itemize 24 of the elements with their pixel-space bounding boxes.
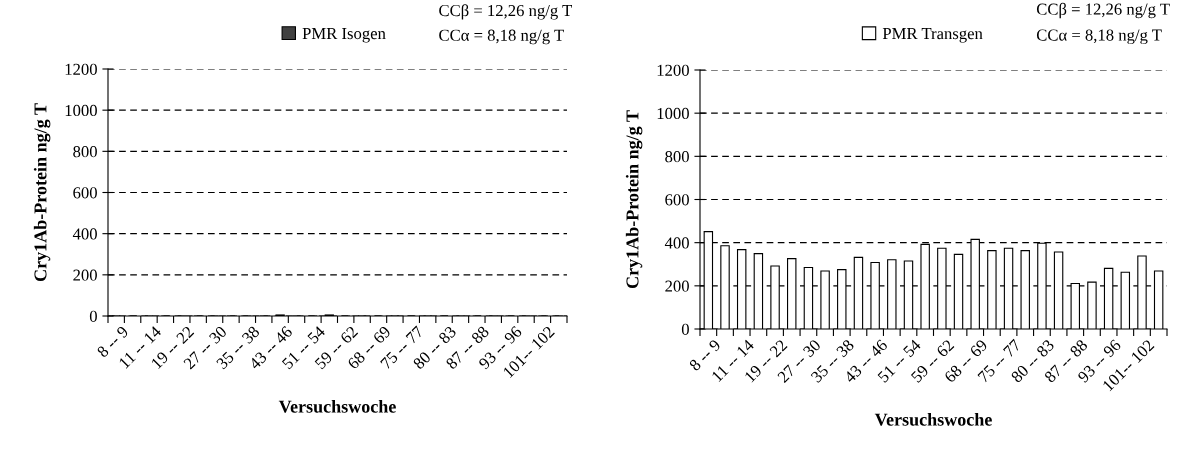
x-axis-title: Versuchswoche [278,400,396,413]
y-tick-label: 1000 [65,104,97,117]
y-tick-label: 200 [73,269,97,281]
text: CCα = 8,18 ng/g T [439,29,564,45]
y-tick-label: 400 [72,228,97,240]
legend-label: PMR Isogen [302,28,386,43]
y-tick-label: 800 [665,151,689,163]
text: CCα = 8,18 ng/g T [1036,29,1162,45]
y-tick-label: 600 [73,187,97,199]
y-axis-title: Cry1Ab-Protein ng/g T [625,110,643,289]
text: CCβ = 12,26 ng/g T [1036,2,1170,19]
y-tick-label: 200 [665,280,689,292]
y-tick-label: 1200 [65,63,97,75]
x-axis-title: Versuchswoche [874,413,992,426]
y-axis-title: Cry1Ab-Protein ng/g T [33,103,51,282]
y-tick-label: 1200 [657,64,689,76]
y-tick-label: 1000 [657,107,689,120]
text: CCβ = 12,26 ng/g T [439,4,572,20]
legend-label: PMR Transgen [882,28,983,43]
y-tick-label: 600 [665,194,689,206]
y-tick-label: 800 [73,146,97,158]
y-tick-label: 400 [664,237,689,249]
y-tick-label: 0 [681,323,689,335]
y-tick-label: 0 [89,310,97,322]
